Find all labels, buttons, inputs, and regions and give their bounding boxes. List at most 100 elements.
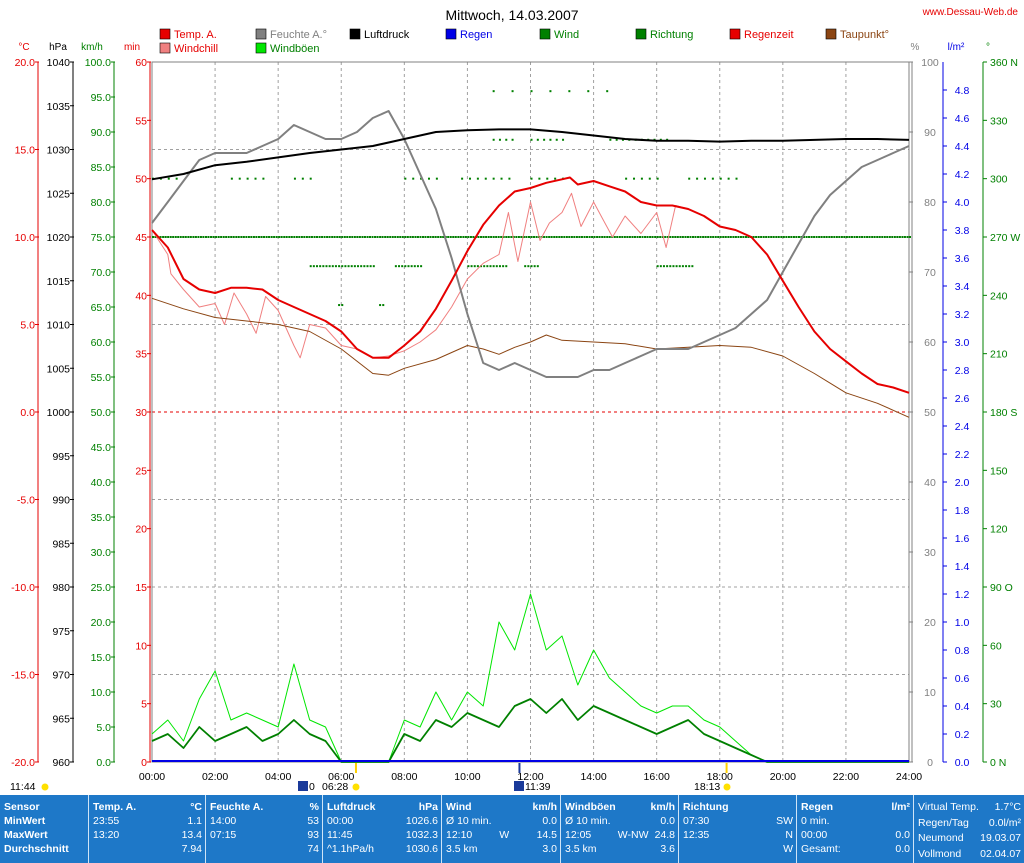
direction-dot bbox=[530, 236, 533, 238]
direction-dot bbox=[252, 236, 255, 238]
rain-time-tick-label: 15 bbox=[135, 582, 147, 594]
direction-dot bbox=[722, 236, 725, 238]
direction-dot bbox=[527, 265, 530, 268]
direction-dot bbox=[568, 236, 571, 238]
direction-dot bbox=[719, 177, 722, 180]
direction-dot bbox=[462, 236, 465, 238]
direction-dot bbox=[586, 236, 589, 238]
direction-dot bbox=[322, 265, 325, 268]
stats-header: Wind km/h bbox=[446, 800, 557, 814]
series-temp-a bbox=[151, 176, 910, 394]
direction-dot bbox=[649, 236, 652, 238]
direction-dot bbox=[760, 236, 763, 238]
direction-dot bbox=[686, 236, 689, 238]
stats-row: ^1.1hPa/h 1030.6 bbox=[327, 842, 438, 856]
stats-row: 00:00 0.0 bbox=[801, 828, 910, 842]
direction-dot bbox=[386, 236, 389, 238]
direction-dot bbox=[697, 236, 700, 238]
rain-time-tick-label: 30 bbox=[135, 407, 147, 419]
direction-dot bbox=[353, 236, 356, 238]
direction-dot bbox=[372, 265, 375, 268]
direction-dot bbox=[702, 236, 705, 238]
direction-dot bbox=[399, 236, 402, 238]
direction-dot bbox=[189, 236, 192, 238]
stats-header: Sensor bbox=[4, 800, 85, 814]
direction-dot bbox=[492, 90, 495, 93]
direction-dot bbox=[413, 265, 416, 268]
direction-dot bbox=[558, 236, 561, 238]
direction-dot bbox=[174, 236, 177, 238]
direction-dot bbox=[833, 236, 836, 238]
stats-direction: W-NW bbox=[617, 829, 649, 841]
direction-dot bbox=[182, 236, 185, 238]
direction-dot bbox=[409, 236, 412, 238]
direction-dot bbox=[407, 265, 410, 268]
direction-dot bbox=[511, 90, 514, 93]
direction-dot bbox=[273, 236, 276, 238]
rain-tick-label: 4.2 bbox=[955, 169, 970, 181]
direction-dot bbox=[858, 236, 861, 238]
direction-dot bbox=[480, 265, 483, 268]
direction-dot bbox=[863, 236, 866, 238]
direction-dot bbox=[666, 138, 669, 141]
direction-dot bbox=[524, 265, 527, 268]
stats-row: 11:45 1032.3 bbox=[327, 828, 438, 842]
direction-dot bbox=[369, 265, 372, 268]
direction-dot bbox=[222, 236, 225, 238]
weather-chart: Mittwoch, 14.03.2007 www.Dessau-Web.de Tem… bbox=[10, 7, 1020, 793]
stats-row-label: Durchschnitt bbox=[4, 843, 69, 855]
direction-dot bbox=[659, 236, 662, 238]
humidity-tick-label: 40 bbox=[924, 477, 936, 489]
direction-dot bbox=[396, 236, 399, 238]
direction-dot bbox=[237, 236, 240, 238]
direction-dot bbox=[338, 265, 341, 268]
stats-value: 19.03.07 bbox=[980, 832, 1021, 844]
humidity-tick-label: 10 bbox=[924, 687, 936, 699]
direction-dot bbox=[850, 236, 853, 238]
direction-dot bbox=[334, 265, 337, 268]
direction-dot bbox=[681, 236, 684, 238]
direction-dot bbox=[717, 236, 720, 238]
direction-dot bbox=[636, 236, 639, 238]
stats-time: 00:00 bbox=[801, 829, 828, 841]
pressure-tick-label: 1015 bbox=[47, 276, 71, 288]
direction-dot bbox=[230, 177, 233, 180]
rain-time-tick-label: 35 bbox=[135, 349, 147, 361]
direction-dot bbox=[260, 236, 263, 238]
humidity-tick-label: 20 bbox=[924, 617, 936, 629]
direction-dot bbox=[389, 236, 392, 238]
direction-dot bbox=[308, 236, 311, 238]
stats-row: 07:15 93 bbox=[210, 828, 319, 842]
direction-dot bbox=[699, 236, 702, 238]
rain-tick-label: 0.8 bbox=[955, 645, 970, 657]
direction-dot bbox=[656, 265, 659, 268]
stats-time: Neumond bbox=[918, 832, 964, 844]
stats-time: 07:30 bbox=[683, 815, 710, 827]
stats-column: Feuchte A.% 14:00 53 07:15 93 74 bbox=[205, 795, 322, 863]
direction-dot bbox=[202, 236, 205, 238]
direction-dot bbox=[878, 236, 881, 238]
time-tick-label: 04:00 bbox=[265, 771, 291, 783]
time-tick-label: 14:00 bbox=[580, 771, 606, 783]
stats-column: Luftdruck hPa 00:00 1026.6 11:45 1032.3 ^1.1hP… bbox=[322, 795, 441, 863]
rain-tick-label: 4.8 bbox=[955, 85, 970, 97]
direction-dot bbox=[341, 236, 344, 238]
pressure-tick-label: 1025 bbox=[47, 188, 71, 200]
direction-dot bbox=[661, 236, 664, 238]
direction-dot bbox=[830, 236, 833, 238]
direction-dot bbox=[391, 236, 394, 238]
direction-dot bbox=[246, 177, 249, 180]
rain-tick-label: 1.2 bbox=[955, 589, 970, 601]
stats-value: 0.0 bbox=[542, 815, 557, 827]
stats-header: Luftdruck hPa bbox=[327, 800, 438, 814]
direction-dot bbox=[483, 265, 486, 268]
direction-dot bbox=[379, 236, 382, 238]
stats-value: W bbox=[783, 843, 793, 855]
temp-tick-label: 10.0 bbox=[15, 232, 36, 244]
direction-dot bbox=[227, 236, 230, 238]
stats-header-label: Wind bbox=[446, 801, 472, 813]
stats-time: 3.5 km bbox=[446, 843, 478, 855]
direction-dot bbox=[152, 236, 154, 238]
rain-tick-label: 0.2 bbox=[955, 729, 970, 741]
direction-dot bbox=[674, 236, 677, 238]
